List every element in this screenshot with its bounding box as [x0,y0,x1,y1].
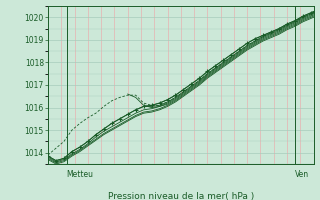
Text: Ven: Ven [295,170,309,179]
Text: Metteu: Metteu [67,170,93,179]
Text: Pression niveau de la mer( hPa ): Pression niveau de la mer( hPa ) [108,192,254,200]
